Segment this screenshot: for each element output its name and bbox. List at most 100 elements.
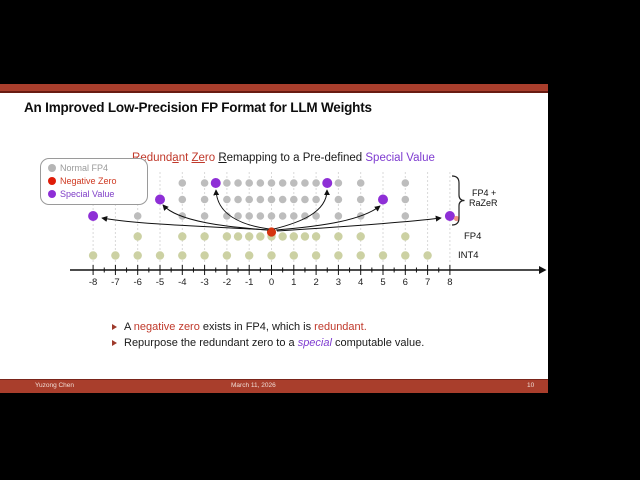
bullet-seg: negative zero xyxy=(133,321,200,333)
presentation-slide: An Improved Low-Precision FP Format for … xyxy=(0,84,548,393)
special-value-dot xyxy=(378,194,388,205)
special-value-dot xyxy=(210,178,221,188)
normal-fp4-dot xyxy=(356,195,365,204)
fp4-row-dot xyxy=(200,232,209,241)
normal-fp4-dot xyxy=(223,179,231,187)
heading-seg: R xyxy=(218,152,227,164)
bullet-seg: computable value. xyxy=(331,337,425,349)
normal-fp4-dot xyxy=(267,179,276,187)
int4-row-label: INT4 xyxy=(458,250,479,261)
int4-row-dot xyxy=(267,251,276,260)
negative-zero-dot xyxy=(266,227,277,237)
legend: Normal FP4 Negative Zero Special Value xyxy=(40,158,148,205)
normal-fp4-dot xyxy=(401,212,410,220)
fp4-row-dot xyxy=(245,232,254,241)
normal-fp4-legend-dot xyxy=(48,163,56,172)
legend-item-negative-zero: Negative Zero xyxy=(41,174,147,187)
fp4-row-dot xyxy=(334,232,343,241)
fp4-row-dot xyxy=(300,232,310,241)
bullet-triangle-icon xyxy=(112,340,117,346)
remapped-zero-dot xyxy=(453,215,460,222)
axis-tick-label: 7 xyxy=(425,277,430,288)
normal-fp4-dot xyxy=(256,195,265,204)
bullet-seg: exists in FP4, which is xyxy=(199,321,315,333)
fp4-row-dot xyxy=(256,232,265,241)
axis-tick-label: 3 xyxy=(336,277,341,288)
heading-seg: emapping to a Pre-defined xyxy=(226,152,366,164)
bullet-seg: redundant. xyxy=(314,321,367,333)
bullet-seg: A xyxy=(124,321,134,333)
int4-row-dot xyxy=(245,251,254,260)
axis-tick-label: 6 xyxy=(403,277,408,288)
razer-brace xyxy=(451,175,465,226)
normal-fp4-dot xyxy=(290,195,298,204)
normal-fp4-dot xyxy=(267,212,276,220)
fp4-row-dot xyxy=(401,232,410,241)
normal-fp4-dot xyxy=(178,179,187,187)
remap-arrow-left-near xyxy=(213,189,270,230)
normal-fp4-dot xyxy=(290,179,298,187)
int4-row-dot xyxy=(401,251,410,260)
legend-label: Special Value xyxy=(60,188,115,199)
heading-seg: nt xyxy=(178,152,192,164)
axis-tick-label: -7 xyxy=(111,277,119,288)
remap-arrow-left-mid xyxy=(162,204,269,231)
heading-seg: Ze xyxy=(191,152,205,164)
axis-tick-label: -1 xyxy=(245,277,253,288)
normal-fp4-dot xyxy=(334,195,343,204)
bullet-item-1: A negative zero exists in FP4, which is … xyxy=(112,321,424,333)
axis-tick-label: 4 xyxy=(358,277,363,288)
normal-fp4-dot xyxy=(278,195,287,204)
top-accent-bar xyxy=(0,84,548,93)
fp4-row-label: FP4 xyxy=(464,231,482,242)
normal-fp4-dot xyxy=(312,212,320,220)
axis-tick-label: 0 xyxy=(269,277,274,288)
remap-arrows xyxy=(101,175,465,232)
normal-fp4-dot xyxy=(200,212,209,220)
axis-tick-label: -2 xyxy=(223,277,231,288)
remap-arrow-right-near xyxy=(273,189,330,230)
normal-fp4-dot xyxy=(223,212,231,220)
axis-tick-label: -8 xyxy=(89,277,97,288)
int4-row-dot xyxy=(111,251,120,260)
normal-fp4-dot xyxy=(256,179,265,187)
fp4-razer-label-line1: FP4 + xyxy=(472,188,497,198)
fp4-row-dot xyxy=(311,232,321,241)
normal-fp4-dot xyxy=(200,195,209,204)
normal-fp4-dot xyxy=(290,212,298,220)
normal-fp4-dot xyxy=(267,195,276,204)
normal-fp4-dot xyxy=(256,212,265,220)
axis-tick-label: 2 xyxy=(313,277,318,288)
normal-fp4-dot xyxy=(401,195,410,204)
normal-fp4-dot xyxy=(334,212,343,220)
special-value-legend-dot xyxy=(48,189,56,198)
int4-row-dot xyxy=(133,251,142,260)
axis-tick-label: 5 xyxy=(380,277,385,288)
bullet-seg: Repurpose the redundant zero to a xyxy=(124,337,298,349)
remap-arrow-right-mid xyxy=(275,205,381,231)
legend-label: Negative Zero xyxy=(60,175,117,186)
footer-page-number: 10 xyxy=(527,382,535,389)
int4-row-dot xyxy=(356,251,365,260)
footer-author: Yuzong Chen xyxy=(35,382,75,389)
special-value-dot xyxy=(444,211,455,221)
negative-zero-legend-dot xyxy=(48,176,56,185)
bullet-seg: special xyxy=(297,337,332,349)
int4-row-dot xyxy=(334,251,343,260)
bullet-triangle-icon xyxy=(112,324,117,330)
int4-row-dot xyxy=(311,251,321,260)
axis-tick-label: -6 xyxy=(133,277,141,288)
fp4-row-dot xyxy=(222,232,232,241)
fp4-razer-label-line2: RaZeR xyxy=(469,198,498,208)
fp4-row-dot xyxy=(178,232,187,241)
legend-label: Normal FP4 xyxy=(60,162,109,173)
number-line-arrowhead-icon xyxy=(539,266,547,274)
int4-row-dot xyxy=(378,251,388,260)
normal-fp4-dot xyxy=(245,212,253,220)
bullet-text: A negative zero exists in FP4, which is … xyxy=(124,321,367,333)
fp4-row-dot xyxy=(233,232,243,241)
normal-fp4-dot xyxy=(245,179,253,187)
normal-fp4-dot xyxy=(234,179,242,187)
normal-fp4-dot xyxy=(234,212,242,220)
